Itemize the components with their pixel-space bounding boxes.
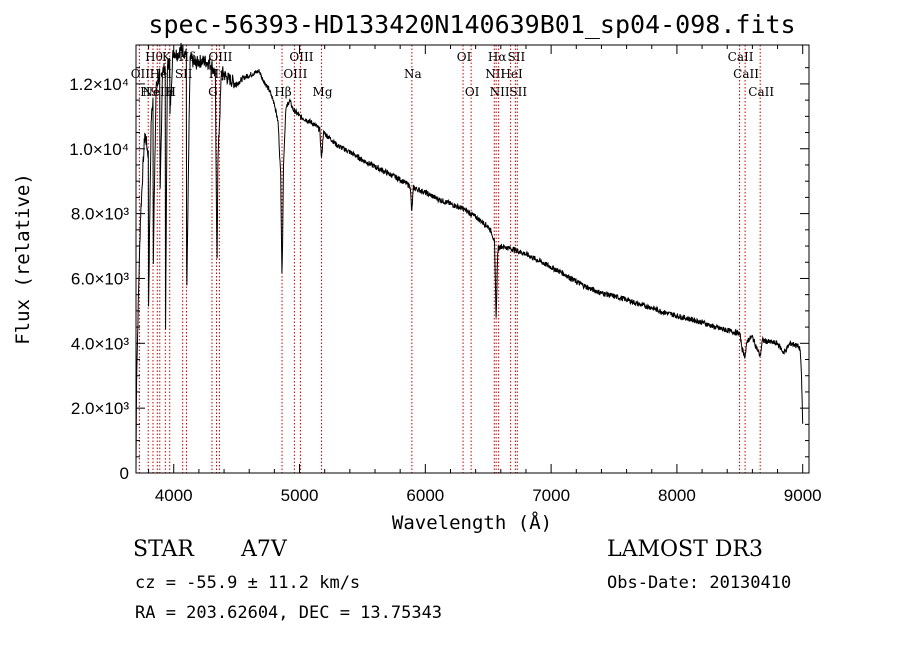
- reference-line-label: CaII: [748, 85, 774, 99]
- reference-line-label: OIII: [208, 50, 232, 64]
- reference-lines: OIIH9HθNeIIIHeIKHSIIHδGHγOIIIHβOIIIOIIIM…: [131, 45, 774, 473]
- x-tick-label: 8000: [658, 486, 696, 505]
- reference-line-label: SII: [509, 85, 527, 99]
- reference-line-label: H9: [140, 85, 158, 99]
- reference-line-label: K: [162, 50, 172, 64]
- reference-line-label: G: [208, 85, 218, 99]
- y-tick-label: 8.0×10³: [71, 205, 129, 224]
- spectral-subclass: A7V: [241, 537, 287, 562]
- reference-line-label: SII: [508, 50, 526, 64]
- redshift-value: cz = -55.9 ± 11.2 km/s: [135, 573, 361, 593]
- x-tick-label: 7000: [532, 486, 570, 505]
- x-tick-label: 4000: [155, 486, 193, 505]
- reference-line-label: SII: [175, 67, 193, 81]
- reference-line-label: HeI: [150, 67, 173, 81]
- y-tick-label: 4.0×10³: [71, 334, 129, 353]
- y-tick-label: 2.0×10³: [71, 399, 129, 418]
- y-tick-label: 6.0×10³: [71, 269, 129, 288]
- reference-line-label: Hθ: [145, 50, 163, 64]
- y-tick-label: 0: [120, 464, 129, 483]
- x-tick-label: 6000: [406, 486, 444, 505]
- survey-name: LAMOST DR3: [607, 537, 763, 562]
- x-tick-label: 5000: [281, 486, 319, 505]
- spectrum-line: [135, 42, 804, 472]
- reference-line-label: CaII: [728, 50, 754, 64]
- reference-line-label: OI: [457, 50, 472, 64]
- reference-line-label: NII: [485, 67, 505, 81]
- object-class: STAR: [133, 537, 194, 562]
- x-tick-label: 9000: [784, 486, 822, 505]
- y-tick-label: 1.0×10⁴: [69, 140, 129, 159]
- plot-frame: [135, 44, 810, 474]
- reference-line-label: OI: [465, 85, 480, 99]
- x-axis: 4000 5000 6000 7000 8000 9000: [148, 45, 822, 505]
- reference-line-label: OII: [131, 67, 151, 81]
- reference-line-label: Na: [404, 67, 422, 81]
- reference-line-label: Hβ: [274, 85, 291, 99]
- reference-line-label: NII: [490, 85, 510, 99]
- x-axis-label: Wavelength (Å): [392, 511, 552, 534]
- observation-date: Obs-Date: 20130410: [607, 573, 792, 593]
- reference-line-label: Hα: [488, 50, 507, 64]
- reference-line-label: Mg: [313, 85, 333, 99]
- y-tick-label: 1.2×10⁴: [69, 75, 129, 94]
- coordinates: RA = 203.62604, DEC = 13.75343: [135, 603, 443, 623]
- reference-line-label: OIII: [289, 50, 313, 64]
- chart-title: spec-56393-HD133420N140639B01_sp04-098.f…: [148, 10, 795, 39]
- y-axis: 0 2.0×10³ 4.0×10³ 6.0×10³ 8.0×10³ 1.0×10⁴ 1.2×…: [69, 67, 809, 483]
- reference-line-label: CaII: [733, 67, 759, 81]
- spectrum-series: [135, 42, 804, 472]
- y-axis-label: Flux (relative): [12, 173, 34, 345]
- reference-line-label: HeI: [500, 67, 523, 81]
- reference-line-label: NeIII: [142, 85, 174, 99]
- reference-line-label: OIII: [283, 67, 307, 81]
